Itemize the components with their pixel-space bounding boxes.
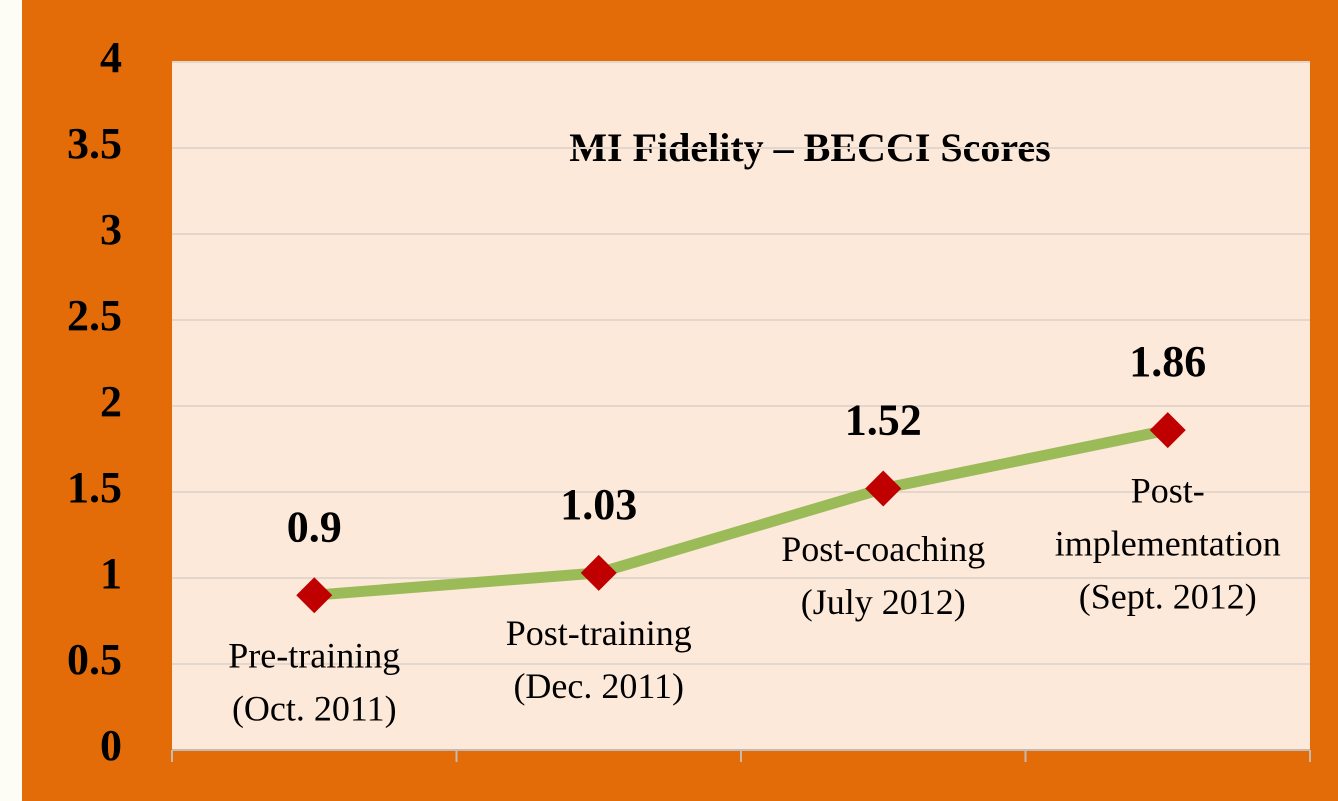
data-line	[313, 424, 1169, 601]
x-category-label: (Sept. 2012)	[1079, 576, 1257, 616]
y-tick-label: 2.5	[67, 291, 122, 340]
y-tick-label: 0.5	[67, 635, 122, 684]
y-tick-label: 3.5	[67, 119, 122, 168]
y-tick-label: 1	[100, 549, 122, 598]
x-category-label: Pre-training	[228, 635, 400, 675]
y-tick-label: 4	[100, 33, 122, 82]
value-label: 1.03	[560, 480, 637, 529]
x-category-label: Post-training	[506, 613, 692, 653]
data-point	[296, 577, 333, 614]
value-label: 1.86	[1129, 337, 1206, 386]
data-point	[580, 554, 617, 591]
y-tick-label: 3	[100, 205, 122, 254]
y-tick-label: 2	[100, 377, 122, 426]
x-category-label: implementation	[1055, 523, 1281, 563]
value-label: 0.9	[287, 502, 342, 551]
y-tick-label: 0	[100, 721, 122, 770]
value-label: 1.52	[845, 396, 922, 445]
x-category-label: (July 2012)	[801, 582, 966, 622]
x-category-label: Post-coaching	[781, 529, 985, 569]
x-category-label: (Dec. 2011)	[513, 666, 684, 706]
data-point	[1149, 412, 1186, 449]
x-category-label: (Oct. 2011)	[232, 688, 397, 728]
x-axis-ticks	[171, 749, 1311, 762]
x-category-label: Post-	[1131, 470, 1205, 510]
y-tick-label: 1.5	[67, 463, 122, 512]
data-point	[865, 470, 902, 507]
